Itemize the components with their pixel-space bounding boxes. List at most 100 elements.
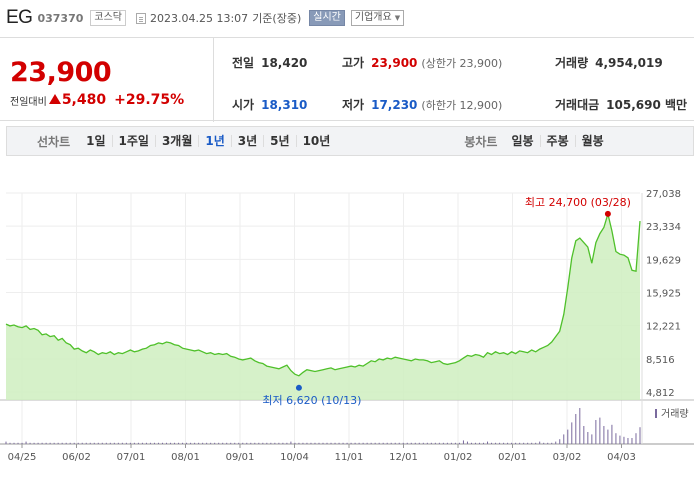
volume-bar xyxy=(519,442,521,444)
volume-bar xyxy=(462,440,464,444)
volume-bar xyxy=(318,442,320,444)
volume-bar xyxy=(330,442,332,444)
volume-bar xyxy=(234,442,236,444)
volume-bar xyxy=(294,442,296,444)
stat-upper-limit: (상한가 23,900) xyxy=(421,57,503,70)
volume-bar xyxy=(438,442,440,444)
tab-5y[interactable]: 5년 xyxy=(263,135,295,147)
tab-1d[interactable]: 1일 xyxy=(86,134,106,148)
volume-bar xyxy=(250,442,252,444)
volume-bar xyxy=(567,429,569,444)
volume-bar xyxy=(81,442,83,444)
volume-legend: 거래량 xyxy=(661,408,689,420)
stat-low-value: 17,230 xyxy=(371,98,418,112)
volume-bar xyxy=(559,439,561,444)
x-tick-label: 12/01 xyxy=(389,452,418,463)
min-annotation: 최저 6,620 (10/13) xyxy=(262,394,361,407)
y-tick-label: 4,812 xyxy=(646,388,675,399)
volume-bar xyxy=(238,442,240,444)
volume-bar xyxy=(89,442,91,444)
volume-bar xyxy=(49,442,51,444)
volume-bar xyxy=(595,420,597,444)
volume-bar xyxy=(414,442,416,444)
quote-datetime: 2023.04.25 13:07 xyxy=(150,11,249,25)
stat-amount-value: 105,690 백만 xyxy=(606,98,688,112)
volume-bar xyxy=(45,442,47,444)
stat-amount-label: 거래대금 xyxy=(555,98,600,112)
volume-bar xyxy=(430,442,432,444)
market-badge: 코스닥 xyxy=(90,10,126,26)
volume-bar xyxy=(543,442,545,444)
stat-low: 저가 17,230 (하한가 12,900) xyxy=(342,96,502,113)
volume-bar xyxy=(450,442,452,444)
volume-bar xyxy=(226,442,228,444)
tab-3y[interactable]: 3년 xyxy=(230,135,263,147)
stat-prev: 전일 18,420 xyxy=(232,54,307,71)
volume-bar xyxy=(442,442,444,444)
tab-1w[interactable]: 1주일 xyxy=(111,135,155,147)
realtime-button[interactable]: 실시간 xyxy=(309,10,345,26)
x-tick-label: 08/01 xyxy=(171,452,200,463)
volume-bar xyxy=(591,434,593,444)
volume-bar xyxy=(478,442,480,444)
volume-bar xyxy=(539,441,541,444)
chevron-down-icon: ▼ xyxy=(394,14,401,22)
volume-bar xyxy=(101,442,103,444)
volume-bar xyxy=(322,442,324,444)
volume-bar xyxy=(5,441,7,444)
tab-daily[interactable]: 일봉 xyxy=(511,134,534,148)
volume-bar xyxy=(623,436,625,444)
volume-bar xyxy=(422,442,424,444)
volume-bar xyxy=(535,442,537,444)
x-tick-label: 09/01 xyxy=(226,452,255,463)
volume-legend-swatch xyxy=(655,409,657,418)
volume-bar xyxy=(354,442,356,444)
stat-high-value: 23,900 xyxy=(371,56,418,70)
volume-bar xyxy=(426,442,428,444)
volume-bar xyxy=(161,442,163,444)
stat-amount: 거래대금 105,690 백만 xyxy=(555,96,687,113)
volume-bar xyxy=(402,442,404,444)
volume-bar xyxy=(418,442,420,444)
volume-bar xyxy=(178,442,180,444)
volume-bar xyxy=(615,433,617,444)
volume-bar xyxy=(141,442,143,444)
volume-bar xyxy=(125,442,127,444)
volume-bar xyxy=(198,442,200,444)
price-line xyxy=(5,211,641,377)
volume-bar xyxy=(121,442,123,444)
volume-bar xyxy=(346,442,348,444)
x-tick-label: 03/02 xyxy=(553,452,582,463)
tab-10y[interactable]: 10년 xyxy=(295,135,337,147)
quote-basis: 기준(장중) xyxy=(252,12,302,25)
x-tick-label: 10/04 xyxy=(280,452,309,463)
tab-monthly[interactable]: 월봉 xyxy=(574,135,610,147)
volume-bar xyxy=(105,442,107,444)
tab-weekly[interactable]: 주봉 xyxy=(539,135,575,147)
volume-bar xyxy=(166,442,168,444)
volume-bar xyxy=(631,438,633,444)
volume-bar xyxy=(378,442,380,444)
x-tick-label: 06/02 xyxy=(62,452,91,463)
price-chart[interactable]: 27,038 23,334 19,629 15,925 12,221 8,516 4,812… xyxy=(0,176,694,480)
volume-bar xyxy=(583,426,585,444)
volume-bar xyxy=(113,442,115,444)
tab-1y[interactable]: 1년 xyxy=(198,135,230,147)
volume-bars xyxy=(5,408,641,444)
x-tick-label: 04/25 xyxy=(8,452,37,463)
y-tick-label: 12,221 xyxy=(646,322,681,333)
volume-bar xyxy=(254,442,256,444)
company-info-dropdown[interactable]: 기업개요 ▼ xyxy=(350,10,405,26)
tab-3m[interactable]: 3개월 xyxy=(154,135,198,147)
volume-bar xyxy=(334,442,336,444)
volume-bar xyxy=(282,442,284,444)
volume-bar xyxy=(186,442,188,444)
volume-bar xyxy=(69,442,71,444)
volume-bar xyxy=(53,442,55,444)
volume-bar xyxy=(302,442,304,444)
x-tick-label: 01/02 xyxy=(444,452,473,463)
y-tick-label: 8,516 xyxy=(646,355,675,366)
volume-bar xyxy=(306,442,308,444)
volume-bar xyxy=(274,442,276,444)
volume-bar xyxy=(342,442,344,444)
